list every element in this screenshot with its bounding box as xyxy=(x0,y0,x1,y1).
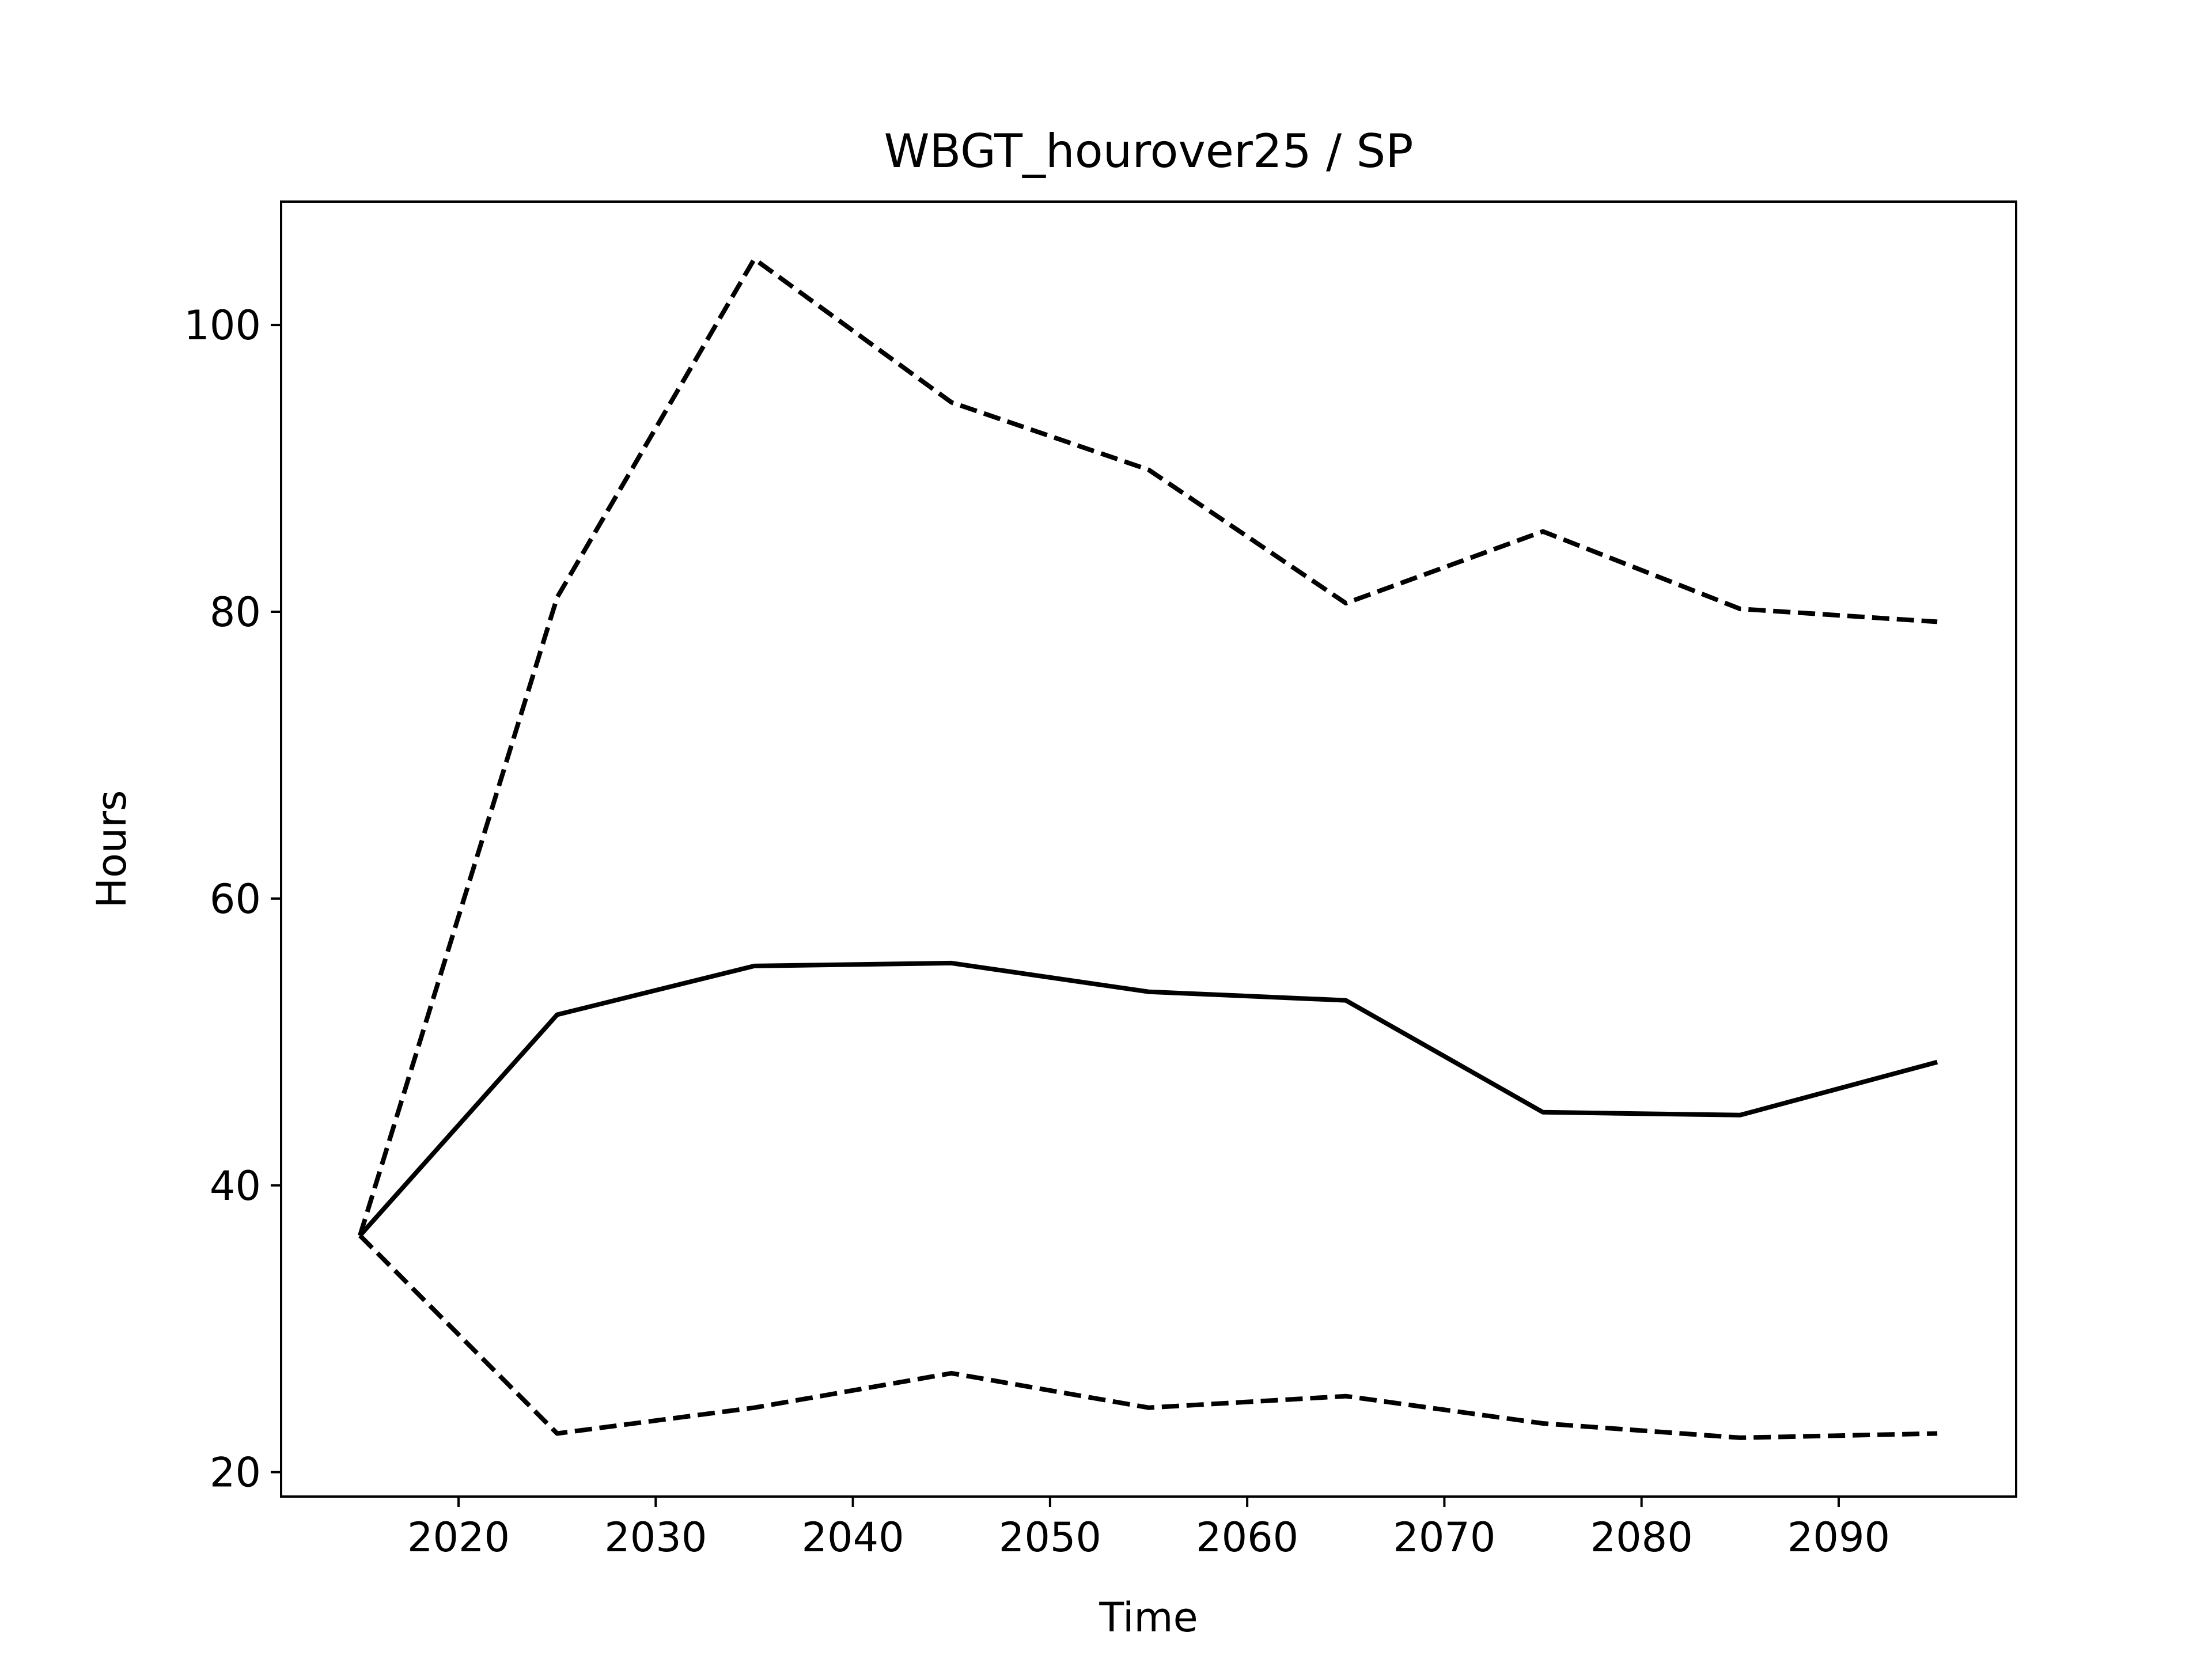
axes-frame xyxy=(280,200,2017,1498)
x-tick-label: 2050 xyxy=(999,1514,1101,1561)
x-tick-label: 2040 xyxy=(802,1514,904,1561)
x-tick-label: 2090 xyxy=(1787,1514,1890,1561)
x-axis-ticks: 2020 2030 2040 2050 2060 2070 2080 2090 xyxy=(407,1497,1890,1561)
x-tick-label: 2030 xyxy=(604,1514,707,1561)
x-tick-label: 2070 xyxy=(1393,1514,1495,1561)
y-axis-label: Hours xyxy=(88,790,135,908)
y-tick-label: 60 xyxy=(210,876,261,923)
dashed-series-line-2 xyxy=(358,1234,1938,1440)
x-tick-label: 2060 xyxy=(1196,1514,1298,1561)
y-tick-label: 80 xyxy=(210,589,261,636)
y-tick-label: 100 xyxy=(184,302,261,349)
y-axis-ticks: 20 40 60 80 100 xyxy=(184,302,281,1497)
plot-area xyxy=(358,256,1938,1440)
y-tick-label: 40 xyxy=(210,1162,261,1210)
y-tick-label: 20 xyxy=(210,1449,261,1497)
dashed-series-line-1 xyxy=(358,256,1938,1237)
x-tick-label: 2080 xyxy=(1590,1514,1693,1561)
chart-title: WBGT_hourover25 / SP xyxy=(884,124,1413,178)
x-axis-label: Time xyxy=(1099,1594,1198,1641)
x-tick-label: 2020 xyxy=(407,1514,510,1561)
solid-series-line-0 xyxy=(358,960,1938,1237)
